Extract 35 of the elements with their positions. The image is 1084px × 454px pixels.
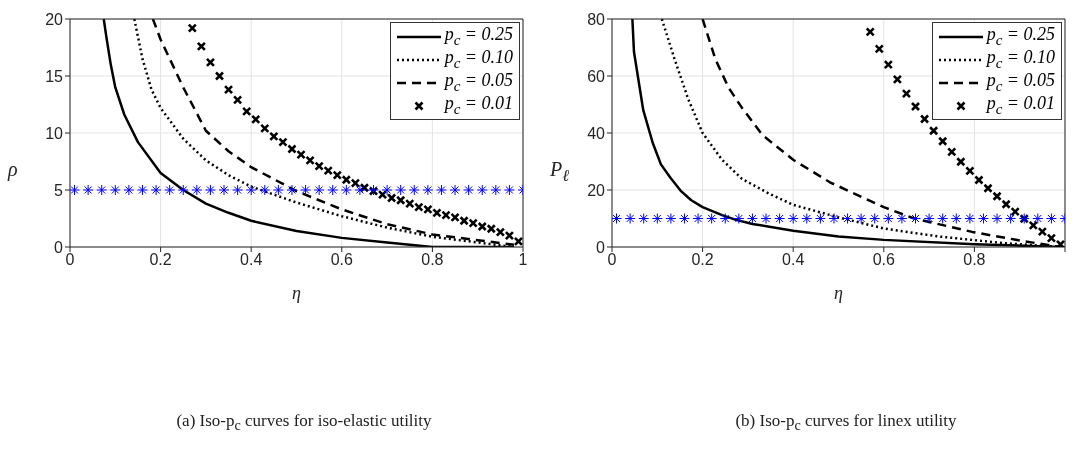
y-tick-label: 20 (45, 10, 64, 28)
y-tick-label: 5 (54, 181, 64, 199)
x-tick-label: 0.8 (963, 251, 986, 269)
x-axis-title: η (292, 283, 302, 303)
text: (b) Iso-p$_{c}$ curves for linex utility (734, 411, 958, 435)
legend-label: p$_{c}$ = 0.01 (444, 93, 513, 118)
y-tick-label: 0 (596, 238, 606, 256)
y-tick-label: 0 (54, 238, 64, 256)
x-tick-label: 1 (518, 251, 528, 269)
y-axis-title: ρ (8, 158, 18, 181)
legend-label: p$_{c}$ = 0.10 (444, 47, 513, 72)
y-axis-title: P$_{ℓ}$ (550, 158, 570, 186)
y-tick-label: 15 (45, 67, 64, 85)
y-tick-label: 60 (587, 67, 606, 85)
x-tick-label: 0.2 (149, 251, 172, 269)
y-tick-label: 10 (45, 124, 64, 142)
y-tick-label: 40 (587, 124, 606, 142)
x-tick-label: 0.4 (240, 251, 263, 269)
legend-label: p$_{c}$ = 0.25 (986, 24, 1055, 49)
x-tick-label: 0.6 (330, 251, 354, 269)
legend-label: p$_{c}$ = 0.25 (444, 24, 513, 49)
x-tick-label: 0.2 (691, 251, 714, 269)
legend-label: p$_{c}$ = 0.01 (986, 93, 1055, 118)
x-tick-label: 0.8 (421, 251, 444, 269)
legend-label: p$_{c}$ = 0.10 (986, 47, 1055, 72)
x-tick-label: 0.4 (782, 251, 805, 269)
legend-label: p$_{c}$ = 0.05 (444, 70, 513, 95)
x-tick-label: 0 (607, 251, 617, 269)
x-tick-label: 0.6 (872, 251, 896, 269)
y-tick-label: 80 (587, 10, 606, 28)
legend-label: p$_{c}$ = 0.05 (986, 70, 1055, 95)
text: (a) Iso-p$_{c}$ curves for iso-elastic utility (175, 411, 433, 435)
x-axis-title: η (834, 283, 844, 303)
y-tick-label: 20 (587, 181, 606, 199)
x-tick-label: 0 (65, 251, 75, 269)
